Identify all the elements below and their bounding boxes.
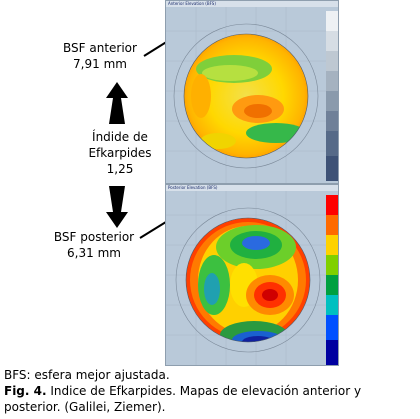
posterior-map-title-bar — [166, 185, 338, 191]
posterior-color-scale — [326, 195, 338, 365]
posterior-elevation-map: Posterior Elevation (BFS) — [165, 184, 339, 366]
figure-description: Indice de Efkarpides. Mapas de elevación… — [4, 384, 362, 414]
up-arrow-icon — [106, 82, 128, 124]
bsf-posterior-title: BSF posterior — [53, 230, 135, 244]
caption-abbreviation: BFS: esfera mejor ajustada. — [4, 368, 170, 382]
figure-label: Fig. 4. — [4, 384, 47, 398]
figure-caption: BFS: esfera mejor ajustada. Fig. 4. Indi… — [4, 367, 416, 415]
index-label: Índide de Efkarpides 1,25 — [72, 129, 168, 177]
bsf-anterior-value: 7,91 mm — [73, 57, 127, 71]
bsf-anterior-label: BSF anterior 7,91 mm — [50, 40, 150, 72]
caption-figure-text: Fig. 4. Indice de Efkarpides. Mapas de e… — [4, 383, 416, 415]
bsf-posterior-value: 6,31 mm — [67, 246, 121, 260]
anterior-color-scale — [326, 11, 338, 181]
anterior-map-title-bar — [166, 1, 338, 7]
index-value: 1,25 — [106, 162, 134, 176]
index-title-line1: Índide de — [92, 130, 148, 144]
anterior-map-graphic — [166, 7, 338, 183]
down-arrow-icon — [106, 186, 128, 228]
anterior-elevation-map: Anterior Elevation (BFS) — [165, 0, 339, 184]
bsf-anterior-title: BSF anterior — [63, 41, 137, 55]
posterior-map-title: Posterior Elevation (BFS) — [168, 185, 218, 190]
anterior-map-title: Anterior Elevation (BFS) — [168, 1, 216, 6]
bsf-posterior-label: BSF posterior 6,31 mm — [38, 229, 150, 261]
index-title-line2: Efkarpides — [88, 146, 152, 160]
posterior-map-graphic — [166, 191, 338, 365]
